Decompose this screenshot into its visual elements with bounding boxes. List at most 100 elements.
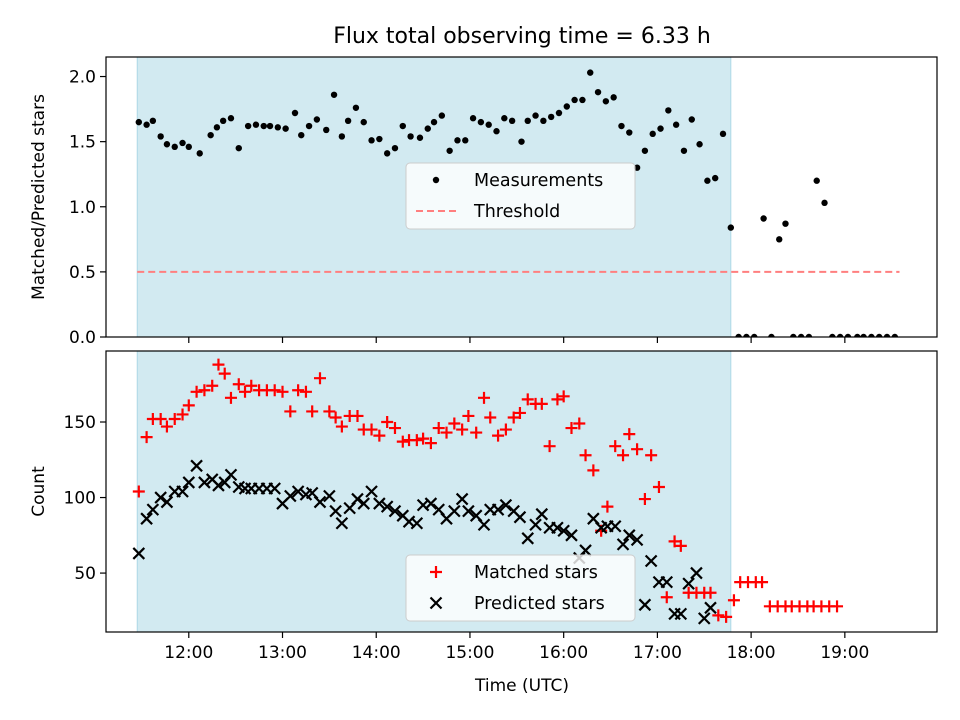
matched-star-point (432, 422, 445, 435)
predicted-star-point (535, 507, 549, 521)
measurement-point (424, 125, 431, 132)
matched-star-point (521, 393, 534, 406)
matched-star-point (448, 417, 461, 430)
measurement-point (207, 131, 214, 139)
legend-x-swatch (429, 596, 443, 610)
predicted-star-point (335, 516, 349, 530)
measurement-point (641, 147, 649, 154)
predicted-star-point (190, 459, 203, 473)
predicted-star-point (132, 547, 146, 560)
measurement-point (171, 143, 178, 151)
legend-dot-swatch (432, 176, 440, 184)
axes-frame (105, 56, 938, 338)
measurement-point (446, 147, 453, 154)
measurement-point (829, 333, 836, 337)
predicted-star-point (329, 504, 342, 518)
y-axis-label: Count (29, 466, 49, 517)
measurement-point (407, 133, 414, 140)
predicted-star-point (313, 495, 327, 509)
measurement-point (266, 122, 274, 130)
x-axis-label: Time (UTC) (474, 676, 569, 696)
measurement-point (618, 122, 625, 130)
matched-star-point (652, 480, 665, 493)
matched-star-point (292, 384, 305, 397)
measurement-point (797, 333, 805, 337)
matched-star-point (168, 412, 181, 425)
predicted-star-point (224, 468, 238, 482)
matched-star-point (551, 393, 564, 406)
matched-star-point (440, 426, 453, 439)
predicted-star-point (565, 529, 578, 542)
measurement-point (244, 122, 252, 130)
matched-star-point (268, 384, 281, 397)
predicted-star-point (579, 544, 592, 557)
measurement-point (610, 94, 617, 101)
matched-star-point (756, 576, 769, 589)
predicted-star-point (212, 479, 225, 492)
predicted-star-point (284, 489, 297, 503)
predicted-star-point (513, 510, 527, 524)
matched-star-point (284, 405, 297, 418)
matched-star-point (557, 390, 570, 403)
measurement-point (352, 104, 360, 111)
matched-star-point (631, 443, 644, 456)
measurement-point (157, 133, 164, 140)
measurement-point (836, 333, 844, 337)
y-tick-label: 50 (74, 564, 96, 584)
measurement-point (776, 236, 783, 243)
predicted-star-point (521, 532, 535, 545)
predicted-star-point (674, 607, 688, 621)
x-tick-label: 19:00 (820, 643, 869, 663)
measurement-point (768, 333, 775, 337)
matched-star-point (206, 379, 219, 392)
measurement-point (185, 143, 192, 151)
legend-label: Predicted stars (474, 594, 605, 614)
matched-star-point (587, 464, 600, 477)
measurement-point (313, 116, 321, 123)
predicted-star-point (682, 577, 695, 590)
measurement-point (711, 174, 719, 182)
measurement-point (704, 177, 711, 184)
matched-star-point (535, 397, 548, 410)
top-panel: 0.0 0.5 1.0 1.5 2.0 Matched/Predicted stars Me… (29, 56, 938, 348)
measurement-point (547, 113, 555, 121)
predicted-star-point (491, 503, 505, 516)
measurement-point (368, 137, 375, 144)
matched-star-point (329, 411, 342, 424)
x-tick-label: 16:00 (539, 643, 588, 663)
measurement-point (649, 130, 656, 138)
legend-box (405, 162, 636, 230)
predicted-star-point (268, 482, 281, 495)
measurement-point (805, 333, 813, 337)
measurement-point (298, 131, 305, 139)
matched-star-point (323, 405, 336, 418)
series-measurements (135, 69, 899, 337)
x-tick-label: 13:00 (258, 643, 307, 663)
matched-star-point (720, 610, 733, 623)
measurement-point (438, 112, 446, 119)
matched-star-point (239, 385, 252, 398)
measurement-point (854, 333, 861, 337)
measurement-point (876, 333, 883, 337)
legend-plus-swatch (430, 566, 442, 578)
series-predicted-stars (132, 459, 717, 625)
measurement-point (594, 88, 602, 96)
measurement-point (727, 224, 735, 231)
predicted-star-point (477, 518, 491, 532)
measurement-point (391, 144, 399, 152)
x-tick-label: 14:00 (352, 643, 401, 663)
measurement-point (540, 117, 547, 125)
measurement-point (323, 126, 330, 134)
matched-star-point (484, 411, 497, 424)
measurement-point (532, 112, 539, 119)
measurement-point (282, 125, 289, 132)
predicted-star-point (608, 519, 622, 533)
measurement-point (688, 116, 695, 123)
y-tick-label: 100 (64, 489, 96, 509)
matched-star-point (470, 426, 483, 439)
legend: Matched stars Predicted stars (405, 554, 636, 622)
predicted-star-point (660, 575, 674, 589)
measurement-point (868, 333, 875, 337)
y-axis-label: Matched/Predicted stars (29, 94, 49, 300)
y-tick-label: 150 (64, 413, 96, 433)
